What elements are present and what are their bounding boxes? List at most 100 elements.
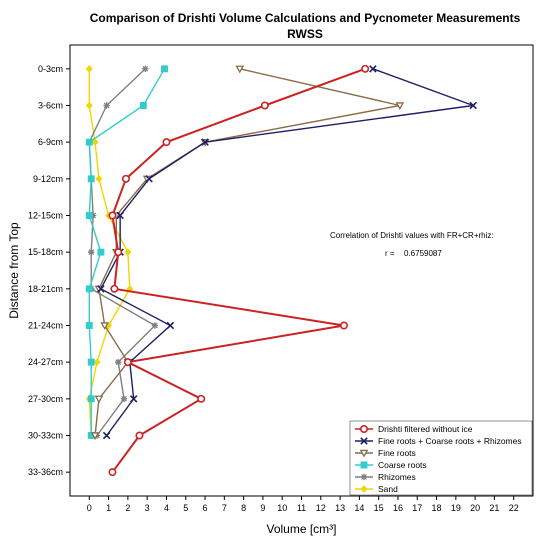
data-point (114, 248, 123, 257)
data-point (162, 138, 171, 147)
y-tick-label: 15-18cm (28, 247, 63, 257)
data-point (235, 65, 245, 74)
y-tick-label: 9-12cm (33, 174, 63, 184)
data-point (103, 102, 110, 109)
data-point (359, 424, 368, 433)
data-point (142, 65, 149, 73)
data-point (360, 437, 368, 445)
series-line (88, 68, 131, 436)
chart-title: Comparison of Drishti Volume Calculation… (90, 11, 521, 25)
data-point (87, 358, 95, 366)
legend-label: Drishti filtered without ice (378, 424, 473, 434)
data-point (108, 211, 117, 220)
x-tick-label: 12 (316, 503, 326, 513)
data-point (129, 395, 138, 403)
data-point (116, 211, 124, 220)
series-line (111, 67, 366, 473)
data-point (120, 395, 128, 403)
x-tick-label: 21 (489, 503, 499, 513)
data-point (85, 101, 93, 110)
data-point (93, 358, 101, 367)
legend-item: Sand (355, 484, 398, 494)
legend-label: Fine roots + Coarse roots + Rhizomes (378, 436, 522, 446)
legend: Drishti filtered without ice Fine roots +… (349, 420, 533, 496)
y-axis: 0-3cm 3-6cm 6-9cm 9-12cm 12-15cm 15-18cm 18-21… (28, 64, 70, 477)
data-point (115, 358, 122, 366)
legend-label: Fine roots (378, 448, 416, 458)
legend-item: Coarse roots (355, 460, 427, 470)
data-point (100, 322, 110, 331)
data-point (90, 432, 100, 441)
x-tick-label: 3 (145, 503, 150, 513)
data-point (87, 395, 95, 403)
legend-label: Coarse roots (378, 460, 427, 470)
x-tick-label: 2 (125, 503, 130, 513)
data-point (124, 248, 132, 257)
x-tick-label: 13 (335, 503, 345, 513)
y-axis-label: Distance from Top (7, 222, 21, 319)
x-tick-label: 4 (164, 503, 169, 513)
x-tick-label: 22 (509, 503, 519, 513)
data-point (151, 322, 159, 329)
x-tick-label: 8 (241, 503, 246, 513)
y-tick-label: 3-6cm (38, 101, 63, 111)
data-point (395, 102, 405, 111)
y-tick-label: 0-3cm (38, 64, 63, 74)
y-tick-label: 12-15cm (28, 211, 63, 221)
x-tick-label: 16 (393, 503, 403, 513)
x-tick-label: 9 (260, 503, 265, 513)
series-layer (85, 64, 477, 477)
y-tick-label: 18-21cm (28, 284, 63, 294)
x-tick-label: 14 (354, 503, 364, 513)
x-tick-label: 19 (451, 503, 461, 513)
x-axis: 0 1 2 3 4 5 6 7 8 9 10 11 12 13 14 15 16 17 18 19 20 21 22 (87, 496, 519, 513)
chart-subtitle: RWSS (287, 27, 323, 41)
data-point (201, 138, 209, 146)
data-point (91, 138, 99, 147)
y-tick-label: 30-33cm (28, 431, 63, 441)
data-point (87, 175, 95, 183)
x-tick-label: 20 (470, 503, 480, 513)
data-point (339, 321, 348, 330)
series-coarse-roots (85, 65, 168, 439)
legend-item: Drishti filtered without ice (355, 424, 473, 434)
data-point (145, 175, 153, 183)
x-axis-label: Volume [cm³] (266, 522, 336, 536)
x-tick-label: 18 (432, 503, 442, 513)
x-tick-label: 7 (222, 503, 227, 513)
data-point (361, 64, 370, 73)
x-tick-label: 1 (106, 503, 111, 513)
y-tick-label: 27-30cm (28, 394, 63, 404)
data-point (97, 248, 105, 256)
correlation-r-label: r = (385, 249, 395, 258)
data-point (197, 394, 206, 403)
legend-label: Rhizomes (378, 472, 416, 482)
data-point (121, 174, 130, 183)
data-point (260, 101, 269, 110)
data-point (166, 321, 175, 330)
data-point (85, 64, 93, 73)
data-point (161, 65, 168, 73)
data-point (97, 285, 105, 293)
legend-box (349, 420, 533, 496)
correlation-annotation-title: Correlation of Drishti values with FR+CR… (330, 231, 494, 240)
y-tick-label: 24-27cm (28, 357, 63, 367)
x-tick-label: 10 (277, 503, 287, 513)
data-point (102, 431, 111, 440)
y-tick-label: 33-36cm (28, 467, 63, 477)
y-tick-label: 21-24cm (28, 321, 63, 331)
x-tick-label: 15 (374, 503, 384, 513)
series-line (94, 68, 401, 436)
data-point (108, 468, 117, 477)
legend-item: Fine roots + Coarse roots + Rhizomes (355, 436, 522, 446)
legend-item: Fine roots (355, 448, 416, 458)
data-point (469, 101, 477, 110)
x-tick-label: 11 (297, 503, 306, 513)
y-tick-label: 6-9cm (38, 137, 63, 147)
data-point (135, 431, 144, 440)
data-point (360, 485, 368, 493)
data-point (88, 248, 95, 256)
x-tick-label: 17 (412, 503, 422, 513)
data-point (123, 358, 132, 367)
